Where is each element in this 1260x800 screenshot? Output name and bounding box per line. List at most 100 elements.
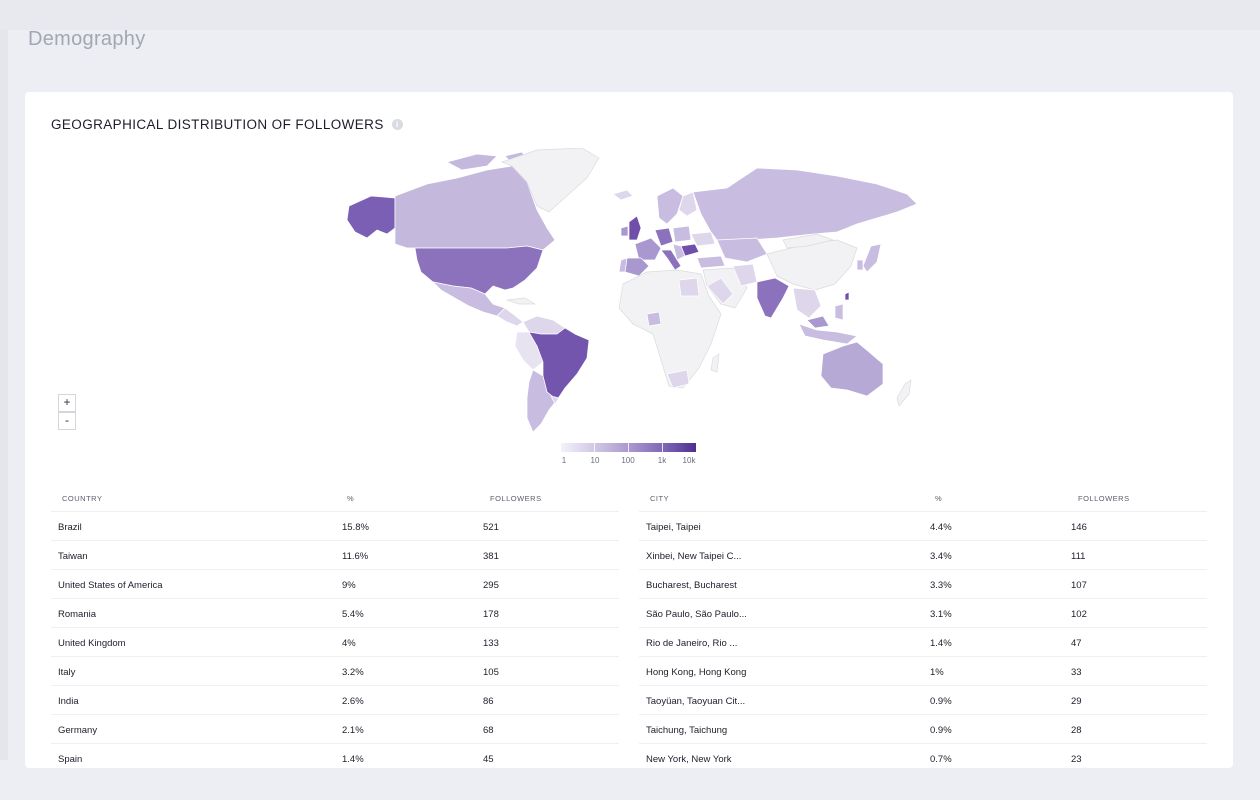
city-percent: 0.9% xyxy=(930,696,952,707)
city-name: New York, New York xyxy=(646,754,732,765)
map-country-ireland xyxy=(620,225,629,237)
map-country-portugal xyxy=(618,257,628,273)
map-country-finland xyxy=(678,191,698,217)
table-row: Taiwan 11.6% 381 xyxy=(51,541,619,570)
country-name: United Kingdom xyxy=(58,638,126,649)
country-name: Romania xyxy=(58,609,97,620)
legend-label: 1k xyxy=(657,456,667,465)
country-followers: 521 xyxy=(483,522,499,533)
country-percent: 2.1% xyxy=(342,725,364,736)
city-percent: 0.9% xyxy=(930,725,952,736)
zoom-in-button[interactable]: + xyxy=(58,394,76,412)
city-followers: 47 xyxy=(1071,638,1082,649)
map-legend: 1 10 100 1k 10k xyxy=(561,443,696,466)
city-followers: 107 xyxy=(1071,580,1087,591)
legend-gradient xyxy=(561,443,696,452)
city-name: Bucharest, Bucharest xyxy=(646,580,737,591)
map-country-usa xyxy=(414,245,544,295)
country-name: Taiwan xyxy=(58,551,88,562)
map-country-mongolia xyxy=(782,233,834,249)
table-row: Brazil 15.8% 521 xyxy=(51,512,619,541)
city-followers: 28 xyxy=(1071,725,1082,736)
table-row: Hong Kong, Hong Kong 1% 33 xyxy=(639,657,1207,686)
map-region-south-cone xyxy=(526,369,558,433)
map-country-egypt xyxy=(678,277,700,297)
city-name: Taipei, Taipei xyxy=(646,522,701,533)
city-percent: 1.4% xyxy=(930,638,952,649)
country-percent: 3.2% xyxy=(342,667,364,678)
top-bar xyxy=(0,0,1260,30)
city-name: Xinbei, New Taipei C... xyxy=(646,551,742,562)
map-country-kazakhstan xyxy=(716,237,768,263)
world-map[interactable] xyxy=(337,148,927,438)
legend-label: 100 xyxy=(621,456,635,465)
header-percent[interactable]: % xyxy=(935,494,943,503)
city-followers: 111 xyxy=(1071,551,1086,562)
map-country-nigeria xyxy=(646,311,662,327)
map-region-south-america-north xyxy=(522,315,566,335)
map-country-taiwan xyxy=(844,291,850,301)
table-row: United States of America 9% 295 xyxy=(51,570,619,599)
city-percent: 3.3% xyxy=(930,580,952,591)
country-name: Brazil xyxy=(58,522,82,533)
table-row: São Paulo, São Paulo... 3.1% 102 xyxy=(639,599,1207,628)
header-percent[interactable]: % xyxy=(347,494,355,503)
country-percent: 2.6% xyxy=(342,696,364,707)
header-followers[interactable]: FOLLOWERS xyxy=(1078,494,1130,503)
table-row: New York, New York 0.7% 23 xyxy=(639,744,1207,768)
table-row: Xinbei, New Taipei C... 3.4% 111 xyxy=(639,541,1207,570)
map-country-india xyxy=(756,277,790,319)
map-continent-africa xyxy=(618,269,722,389)
country-followers: 381 xyxy=(483,551,499,562)
country-followers: 68 xyxy=(483,725,494,736)
country-followers: 105 xyxy=(483,667,499,678)
country-percent: 11.6% xyxy=(342,551,369,562)
map-country-poland xyxy=(672,225,692,243)
table-row: Italy 3.2% 105 xyxy=(51,657,619,686)
header-followers[interactable]: FOLLOWERS xyxy=(490,494,542,503)
city-name: Rio de Janeiro, Rio ... xyxy=(646,638,738,649)
map-country-greenland xyxy=(501,148,600,213)
table-row: Taoyüan, Taoyuan Cit... 0.9% 29 xyxy=(639,686,1207,715)
map-country-ukraine xyxy=(690,231,716,247)
info-icon[interactable]: i xyxy=(391,119,403,130)
map-country-russia xyxy=(692,167,918,241)
country-name: Italy xyxy=(58,667,76,678)
table-row: Rio de Janeiro, Rio ... 1.4% 47 xyxy=(639,628,1207,657)
city-followers: 23 xyxy=(1071,754,1082,765)
table-row: Bucharest, Bucharest 3.3% 107 xyxy=(639,570,1207,599)
map-country-italy xyxy=(660,249,682,271)
header-country[interactable]: COUNTRY xyxy=(62,494,103,503)
country-percent: 1.4% xyxy=(342,754,364,765)
table-header: CITY % FOLLOWERS xyxy=(639,490,1207,512)
city-followers: 146 xyxy=(1071,522,1087,533)
map-country-turkey xyxy=(696,255,726,269)
country-name: Spain xyxy=(58,754,83,765)
geo-distribution-card: GEOGRAPHICAL DISTRIBUTION OF FOLLOWERS i xyxy=(25,92,1233,768)
city-followers: 33 xyxy=(1071,667,1082,678)
country-percent: 5.4% xyxy=(342,609,364,620)
map-country-malaysia xyxy=(806,315,830,329)
card-title: GEOGRAPHICAL DISTRIBUTION OF FOLLOWERS i xyxy=(51,117,403,132)
header-city[interactable]: CITY xyxy=(650,494,670,503)
city-percent: 1% xyxy=(930,667,944,678)
map-country-madagascar xyxy=(710,353,720,373)
country-followers: 45 xyxy=(483,754,494,765)
city-followers: 29 xyxy=(1071,696,1082,707)
legend-label: 10 xyxy=(590,456,600,465)
table-row: Taichung, Taichung 0.9% 28 xyxy=(639,715,1207,744)
map-country-alaska xyxy=(346,195,396,239)
city-percent: 3.1% xyxy=(930,609,952,620)
legend-label: 1 xyxy=(561,456,567,465)
city-name: Taichung, Taichung xyxy=(646,725,728,736)
country-percent: 15.8% xyxy=(342,522,369,533)
map-country-germany xyxy=(654,227,674,247)
country-name: United States of America xyxy=(58,580,163,591)
country-name: Germany xyxy=(58,725,98,736)
legend-label: 10k xyxy=(682,456,696,465)
city-percent: 4.4% xyxy=(930,522,952,533)
zoom-out-button[interactable]: - xyxy=(58,412,76,430)
map-country-uruguay xyxy=(550,395,560,405)
table-row: Germany 2.1% 68 xyxy=(51,715,619,744)
table-row: United Kingdom 4% 133 xyxy=(51,628,619,657)
